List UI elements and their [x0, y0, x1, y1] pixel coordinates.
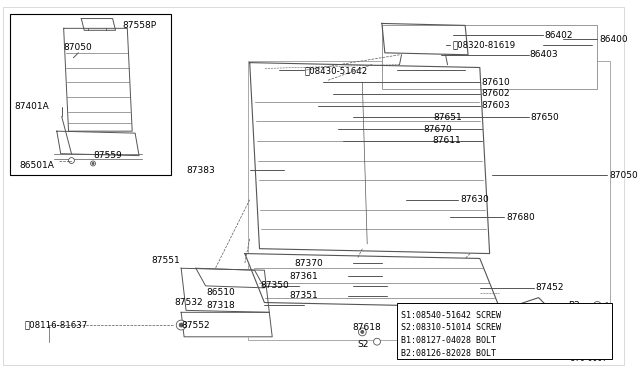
Text: 87318: 87318 — [206, 301, 235, 310]
Polygon shape — [81, 19, 116, 30]
Text: B1:08127-04028 BOLT: B1:08127-04028 BOLT — [401, 336, 497, 345]
Circle shape — [374, 338, 380, 345]
Text: 87650: 87650 — [531, 113, 559, 122]
Polygon shape — [382, 23, 468, 55]
Polygon shape — [57, 131, 139, 155]
Text: 87551: 87551 — [152, 256, 180, 265]
Text: S2: S2 — [357, 340, 369, 349]
Text: B2:08126-82028 BOLT: B2:08126-82028 BOLT — [401, 349, 497, 358]
Bar — [10, 14, 172, 175]
Circle shape — [540, 308, 547, 316]
Text: S1: S1 — [490, 323, 501, 331]
Text: 87361: 87361 — [289, 272, 318, 280]
Text: 87611: 87611 — [433, 137, 461, 145]
Text: 87401A: 87401A — [15, 102, 49, 111]
Polygon shape — [245, 254, 499, 307]
Text: 87532: 87532 — [174, 298, 203, 307]
Text: 86403: 86403 — [530, 50, 558, 59]
Text: 87558P: 87558P — [122, 21, 157, 30]
Text: 87603: 87603 — [482, 101, 511, 110]
Text: 87050: 87050 — [63, 44, 92, 52]
Circle shape — [91, 161, 95, 166]
Polygon shape — [63, 28, 132, 131]
Text: Ⓝ08320-81619: Ⓝ08320-81619 — [452, 41, 516, 49]
Text: 87381: 87381 — [421, 332, 450, 341]
Circle shape — [564, 318, 572, 326]
Text: B2: B2 — [568, 301, 580, 310]
Text: S2:08310-51014 SCREW: S2:08310-51014 SCREW — [401, 324, 502, 333]
Text: S1:08540-51642 SCREW: S1:08540-51642 SCREW — [401, 311, 502, 320]
Text: 87370: 87370 — [294, 259, 323, 268]
Text: 87559: 87559 — [93, 151, 122, 160]
Text: 87651: 87651 — [434, 113, 463, 122]
Text: 86510: 86510 — [206, 288, 235, 297]
Text: ⒲08116-81637: ⒲08116-81637 — [24, 321, 88, 330]
Text: 87610: 87610 — [482, 78, 511, 87]
Circle shape — [358, 328, 366, 336]
Text: B1: B1 — [568, 313, 580, 322]
Text: 87670: 87670 — [423, 125, 452, 134]
Text: 87630: 87630 — [460, 195, 489, 204]
Polygon shape — [181, 268, 269, 312]
Text: 87680: 87680 — [506, 213, 535, 222]
Text: 86501A: 86501A — [20, 161, 54, 170]
Text: 87383: 87383 — [187, 166, 216, 175]
Text: 87050: 87050 — [609, 171, 638, 180]
Circle shape — [601, 313, 609, 321]
Circle shape — [68, 158, 74, 163]
Polygon shape — [250, 62, 490, 254]
Circle shape — [176, 320, 186, 330]
Text: 87618: 87618 — [353, 323, 381, 331]
Bar — [248, 61, 610, 340]
Text: ^870-0007: ^870-0007 — [564, 354, 607, 363]
Circle shape — [92, 163, 94, 164]
Text: Ⓝ08430-51642: Ⓝ08430-51642 — [305, 66, 368, 75]
Polygon shape — [181, 312, 272, 337]
Polygon shape — [196, 268, 264, 288]
Text: 86010A: 86010A — [548, 324, 583, 333]
Text: 87350: 87350 — [260, 281, 289, 291]
Text: 87351: 87351 — [289, 291, 318, 300]
Circle shape — [593, 302, 601, 310]
Bar — [397, 302, 612, 359]
Text: 86402: 86402 — [545, 31, 573, 40]
Text: 87452: 87452 — [536, 283, 564, 292]
Text: 87552: 87552 — [181, 321, 210, 330]
Text: 86400: 86400 — [599, 35, 628, 44]
Text: 87602: 87602 — [482, 89, 511, 99]
Circle shape — [361, 330, 364, 333]
Circle shape — [179, 323, 183, 327]
Bar — [382, 25, 597, 89]
